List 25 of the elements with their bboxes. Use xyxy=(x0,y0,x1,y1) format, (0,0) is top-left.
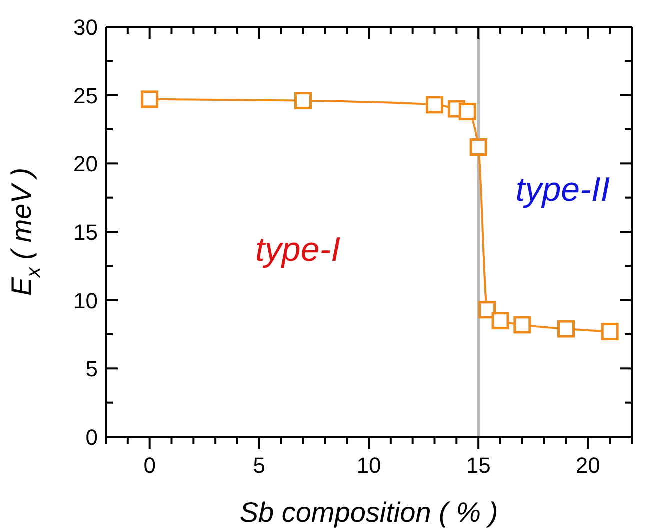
point xyxy=(141,90,159,108)
x-tick-label: 10 xyxy=(356,453,382,478)
point xyxy=(426,96,444,114)
x-tick-label: 15 xyxy=(466,453,491,478)
y-tick-label: 10 xyxy=(74,288,98,314)
point xyxy=(294,92,312,110)
x-tick-label: 5 xyxy=(253,453,266,478)
y-tick-label: 25 xyxy=(74,83,98,108)
x-axis-title: Sb composition ( % ) xyxy=(240,497,498,528)
point xyxy=(558,320,575,338)
point xyxy=(478,301,496,319)
point xyxy=(514,316,532,334)
y-tick-label: 0 xyxy=(86,425,98,450)
y-tick-label: 15 xyxy=(74,220,98,245)
annotation: type-I xyxy=(255,231,341,269)
y-tick-label: 20 xyxy=(74,152,98,177)
x-tick-label: 0 xyxy=(144,453,156,478)
point xyxy=(470,138,488,156)
y-tick-label: 30 xyxy=(74,15,98,40)
point xyxy=(492,312,510,330)
x-tick-label: 20 xyxy=(576,453,600,478)
y-tick-label: 5 xyxy=(86,356,98,382)
point xyxy=(601,323,619,341)
annotation: type-II xyxy=(516,171,610,209)
point xyxy=(458,102,476,120)
